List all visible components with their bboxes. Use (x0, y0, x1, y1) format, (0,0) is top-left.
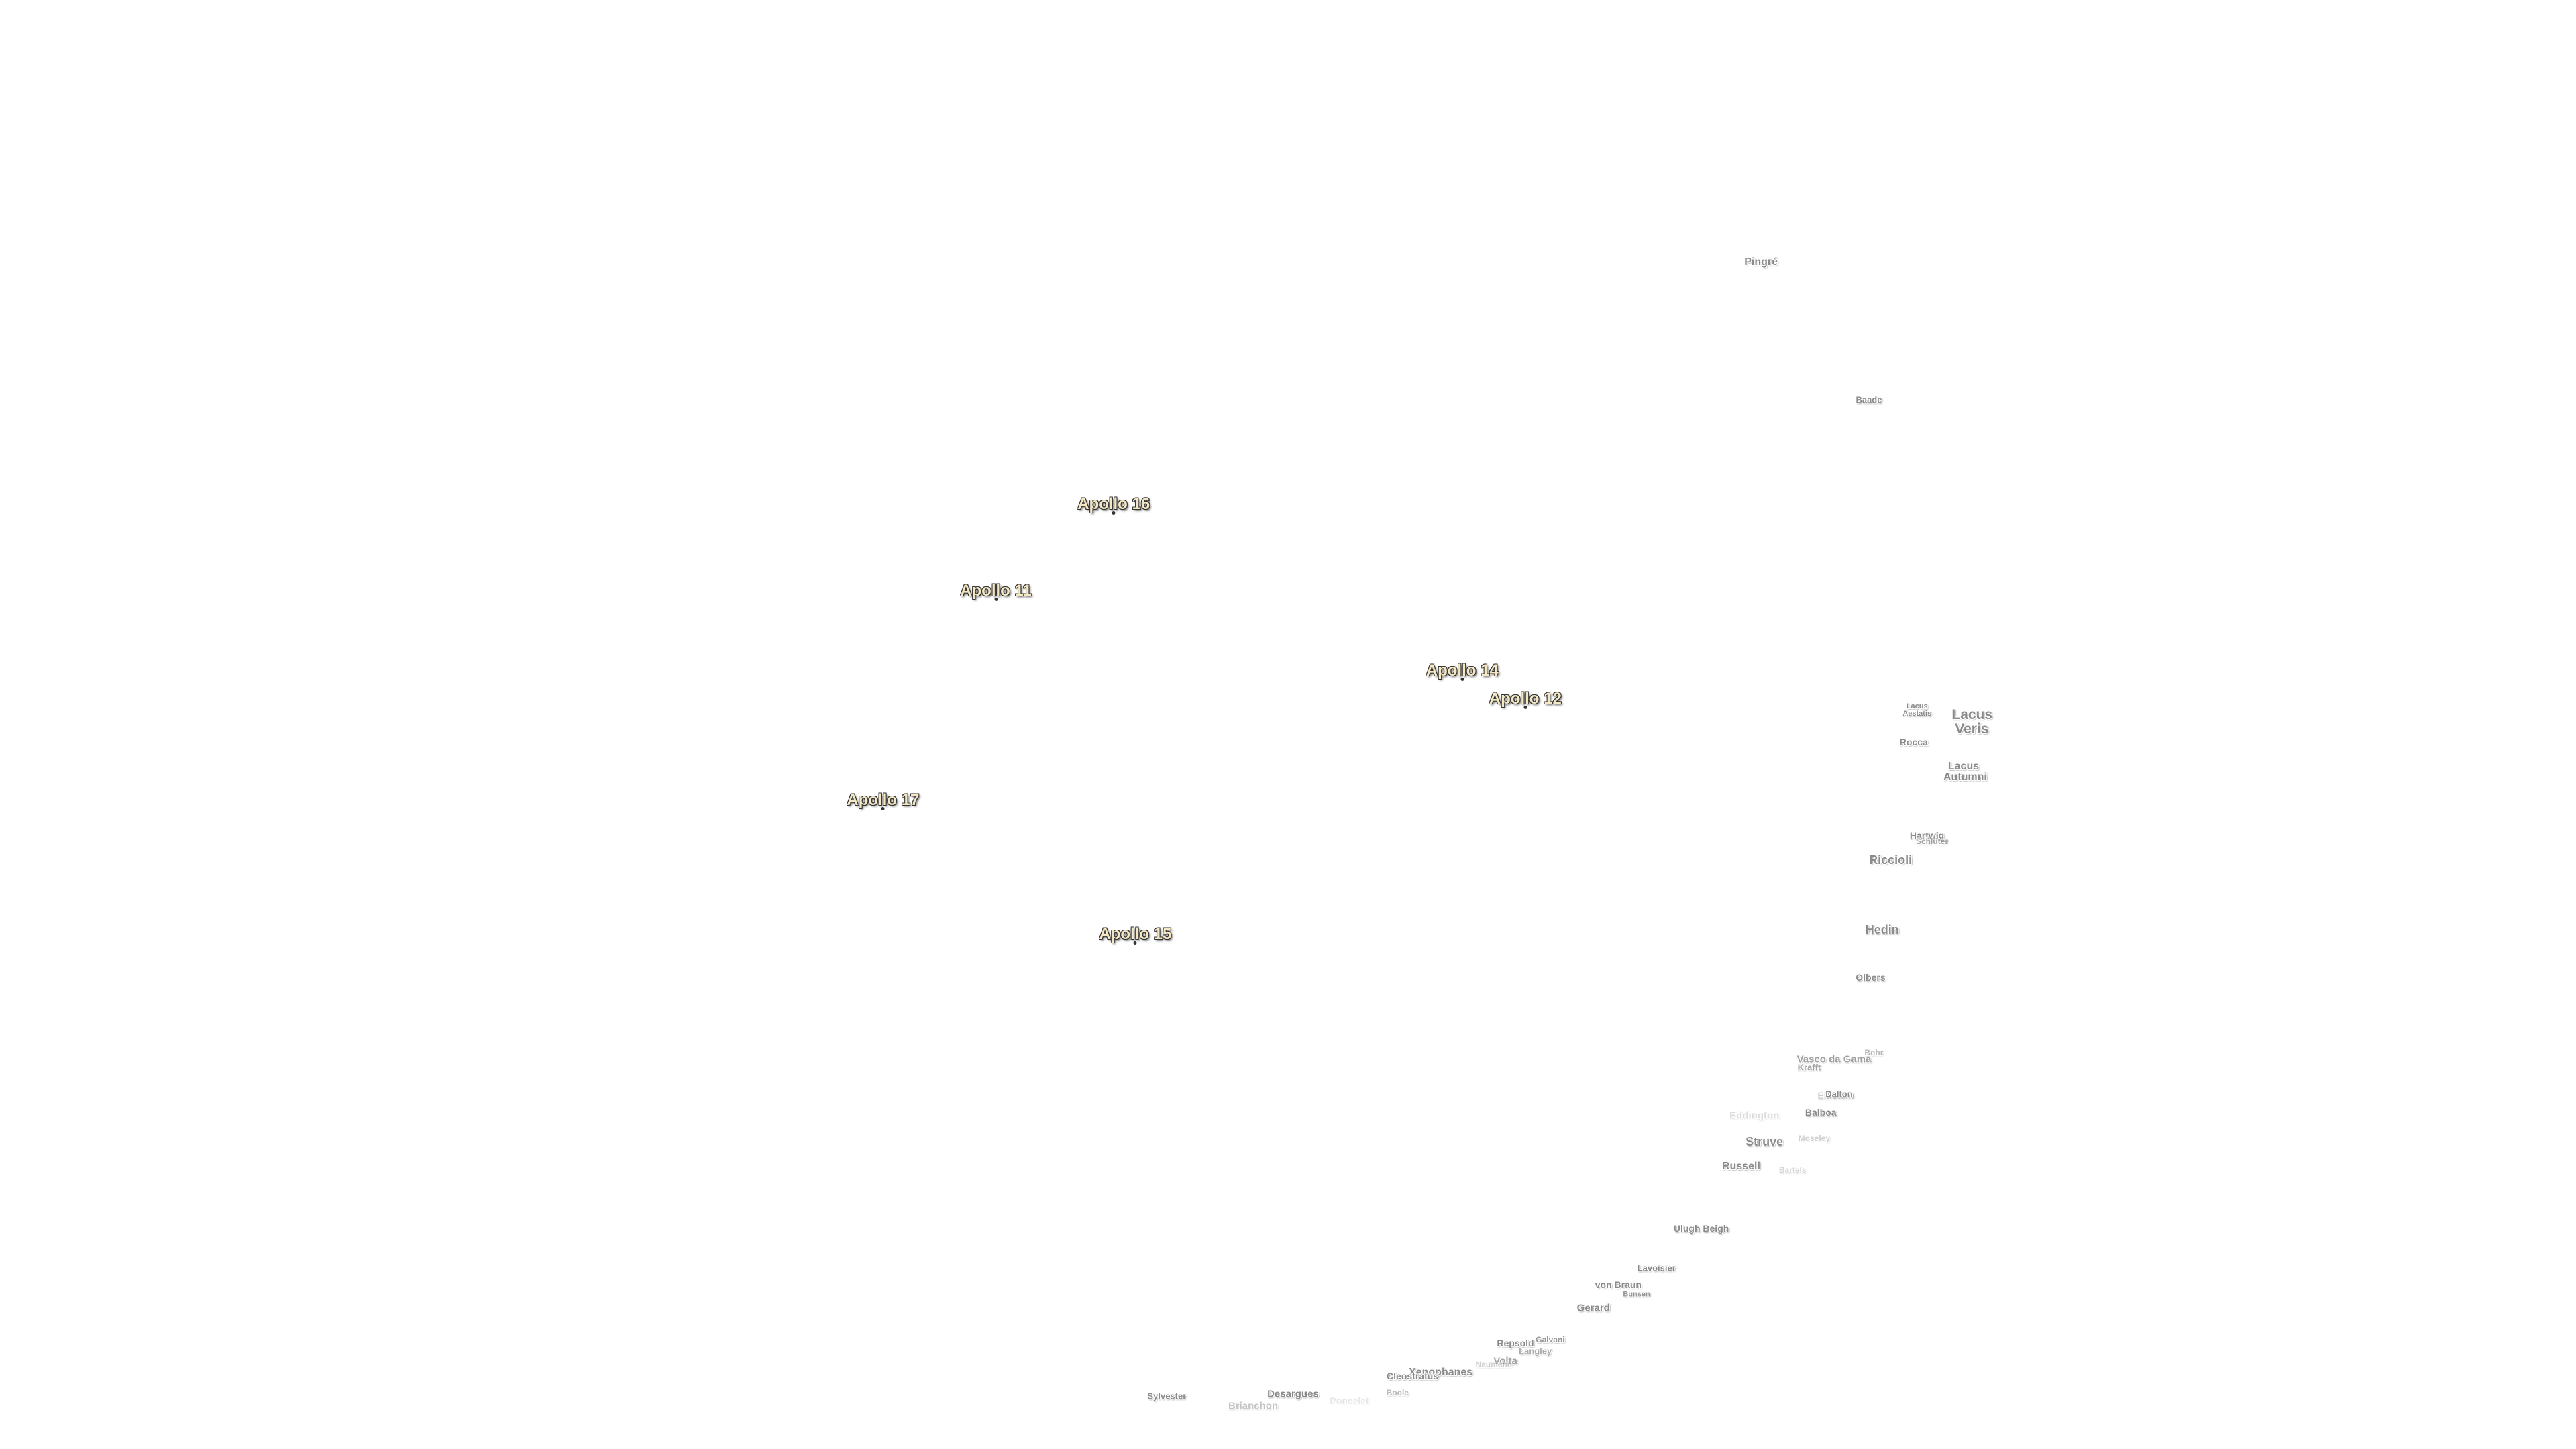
apollo-site-label: Apollo 16 (1077, 495, 1150, 514)
feature-label: Russell (1721, 1161, 1760, 1173)
site-pin (1523, 705, 1527, 709)
site-pin (881, 806, 885, 810)
feature-label: Schlüter (1915, 837, 1949, 847)
feature-label: Ulugh Beigh (1673, 1222, 1729, 1234)
feature-label: Naumann (1475, 1359, 1513, 1369)
feature-label: Dalton (1825, 1089, 1853, 1099)
feature-label: Xenophanes (1409, 1366, 1473, 1379)
feature-label: Gerard (1576, 1302, 1610, 1314)
site-pin (1460, 677, 1464, 681)
feature-label: Boole (1386, 1387, 1409, 1397)
feature-label: Lacus Aestatis (1902, 702, 1932, 718)
apollo-site-label: Apollo 11 (960, 581, 1032, 600)
apollo-site-label: Apollo 12 (1489, 689, 1562, 708)
feature-label: Cleostratus (1387, 1371, 1439, 1382)
feature-label: Poncelet (1330, 1395, 1369, 1407)
site-pin (1133, 941, 1137, 945)
feature-label: Rocca (1899, 736, 1928, 747)
apollo-site-label: Apollo 17 (847, 790, 920, 809)
feature-label: Pingré (1744, 256, 1778, 268)
feature-label: Desargues (1267, 1388, 1319, 1400)
feature-label: Krafft (1797, 1062, 1821, 1073)
feature-label: Repsold (1497, 1337, 1534, 1348)
feature-label: Moseley (1798, 1134, 1831, 1144)
feature-label: Bohr (1864, 1047, 1884, 1057)
site-pin (994, 597, 998, 601)
feature-label: Bartels (1778, 1165, 1807, 1175)
feature-label: Langley (1519, 1346, 1552, 1356)
feature-label: Olbers (1856, 972, 1886, 983)
feature-label: Lacus Veris (1951, 707, 1993, 737)
feature-label: Sylvester (1147, 1391, 1187, 1401)
feature-label: Struve (1746, 1135, 1784, 1149)
feature-label: Galvani (1536, 1334, 1565, 1344)
feature-label: Volta (1493, 1355, 1517, 1367)
feature-label: Einstein (1817, 1089, 1854, 1101)
apollo-site-label: Apollo 14 (1426, 661, 1499, 680)
feature-label: Hedin (1865, 922, 1899, 936)
feature-label: Hartwig (1909, 829, 1945, 841)
feature-label: Riccioli (1869, 853, 1913, 867)
feature-label: Lavoisier (1637, 1263, 1676, 1273)
feature-label: Brianchon (1228, 1400, 1279, 1412)
feature-label: von Braun (1595, 1279, 1642, 1291)
feature-label: Lacus Autumni (1943, 760, 1987, 783)
feature-label: Baade (1856, 394, 1882, 405)
feature-label: Bunsen (1623, 1290, 1650, 1299)
feature-label: Balboa (1805, 1106, 1837, 1118)
feature-label: Vasco da Gama (1796, 1053, 1872, 1065)
site-pin (1112, 511, 1116, 515)
feature-label: Eddington (1729, 1110, 1780, 1122)
apollo-site-label: Apollo 15 (1099, 924, 1172, 943)
